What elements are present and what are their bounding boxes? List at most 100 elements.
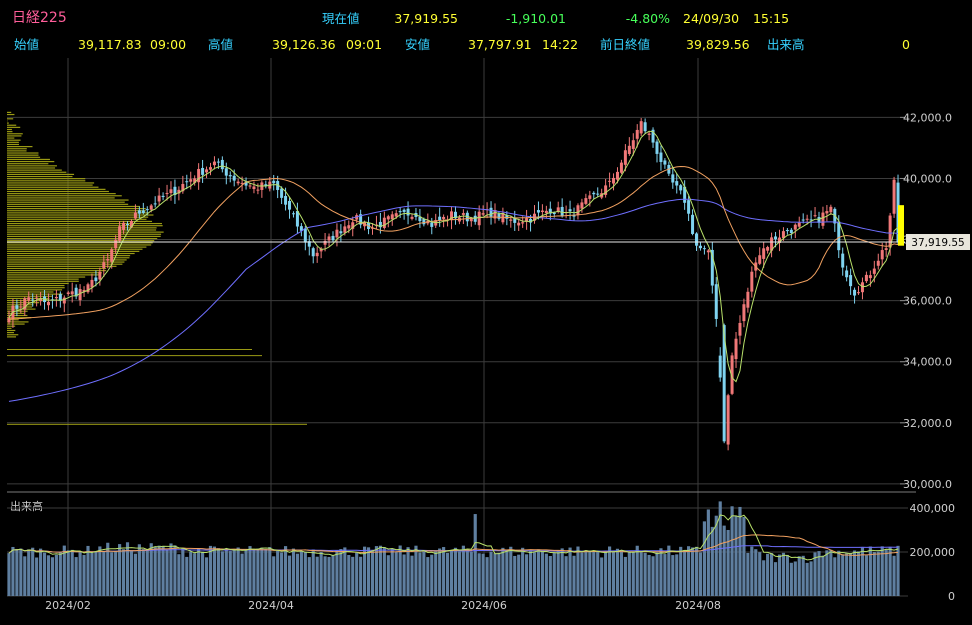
volume-bar	[351, 556, 355, 596]
volume-bar	[129, 550, 134, 596]
candle-body	[469, 218, 473, 222]
volume-bar	[114, 551, 118, 596]
volume-bar	[299, 551, 303, 596]
volume-ma-line	[8, 534, 899, 556]
volume-profile-bar	[7, 210, 146, 212]
volume-bar	[19, 548, 23, 596]
candle-body	[141, 210, 145, 214]
volume-bar	[687, 546, 691, 596]
candle-body	[46, 301, 50, 306]
volume-bar	[730, 506, 734, 596]
candle-body	[734, 338, 738, 360]
candle-body	[544, 210, 548, 214]
volume-bar	[714, 515, 718, 596]
candle-body	[691, 214, 695, 234]
volume-profile-bar	[7, 257, 130, 259]
candle-body	[619, 162, 623, 173]
candle-body	[165, 193, 169, 195]
candle-body	[205, 169, 209, 173]
candle-body	[892, 179, 896, 214]
moving-averages	[8, 130, 899, 402]
volume-bar	[627, 551, 631, 596]
volume-bar	[540, 551, 544, 596]
volume-profile-bar	[7, 220, 153, 223]
high-time: 09:01	[346, 37, 383, 52]
volume-bar	[394, 551, 398, 596]
candle-body	[181, 183, 185, 192]
candle-body	[576, 205, 580, 216]
volume-bar	[781, 552, 786, 596]
candle-body	[584, 198, 588, 204]
volume-profile-bar	[7, 276, 86, 278]
volume-bar	[295, 553, 300, 596]
volume-bar	[58, 551, 62, 596]
candle-body	[477, 211, 481, 226]
volume-bar	[347, 555, 351, 596]
volume-bar	[181, 547, 185, 596]
volume-bar	[193, 553, 197, 596]
volume-profile-bar	[7, 227, 157, 229]
volume-bar	[785, 554, 789, 596]
volume-profile-bar	[7, 291, 54, 293]
candle-body	[295, 211, 299, 227]
volume-bar	[86, 545, 90, 596]
volume-bar	[864, 555, 868, 596]
volume-bar	[70, 549, 74, 596]
volume-profile-bar	[7, 329, 16, 332]
volume-bar	[327, 556, 331, 596]
volume-bar	[564, 556, 568, 596]
volume-bar	[568, 547, 572, 596]
volume-bar	[833, 557, 837, 596]
volume-bar	[248, 546, 252, 596]
volume-profile-bar	[7, 126, 21, 128]
volume-profile-bar	[7, 148, 27, 150]
date-tick-label: 2024/04	[248, 599, 294, 612]
volume-profile-bar	[7, 270, 107, 272]
volume-bar	[232, 549, 236, 596]
moving-average-line	[8, 198, 899, 402]
volume-profile-bar	[7, 169, 62, 171]
open-value: 39,117.83	[78, 37, 142, 52]
candle-body	[560, 206, 564, 217]
candle-body	[31, 299, 35, 301]
candle-body	[212, 161, 216, 166]
volume-profile-bar	[7, 137, 15, 139]
volume-bar	[252, 548, 256, 596]
candle-body	[378, 221, 382, 228]
candle-body	[860, 282, 864, 293]
change-percent: -4.80%	[625, 11, 670, 26]
price-tick-label: 34,000.0	[903, 356, 952, 369]
volume-bar	[758, 552, 762, 596]
volume-bar	[236, 547, 240, 596]
volume-bar	[256, 548, 260, 596]
candle-body	[114, 239, 118, 249]
volume-tick-label: 0	[948, 590, 955, 603]
volume-bar	[793, 561, 797, 596]
candle-body	[849, 275, 853, 287]
volume-bar	[418, 552, 422, 596]
candle-body	[201, 167, 205, 175]
candle-body	[659, 152, 663, 162]
candle-body	[829, 206, 833, 213]
volume-profile-bar	[7, 248, 143, 250]
volume-bar	[742, 517, 746, 596]
candle-body	[770, 237, 774, 251]
candle-body	[801, 219, 805, 221]
candle-body	[880, 250, 884, 260]
candle-body	[74, 287, 78, 297]
candle-body	[137, 210, 141, 214]
current-price-marker: 37,919.55	[7, 205, 970, 251]
volume-profile-bar	[7, 274, 100, 276]
volume-bar	[651, 556, 655, 596]
candle-body	[418, 216, 422, 222]
candle-body	[572, 214, 576, 217]
volume-bar	[359, 556, 363, 596]
candle-body	[351, 222, 355, 229]
volume-bar	[382, 547, 386, 596]
volume-bar	[185, 556, 189, 596]
volume-bar	[291, 548, 296, 596]
price-tick-label: 30,000.0	[903, 478, 952, 491]
volume-bar	[663, 554, 667, 596]
candle-body	[841, 253, 845, 268]
